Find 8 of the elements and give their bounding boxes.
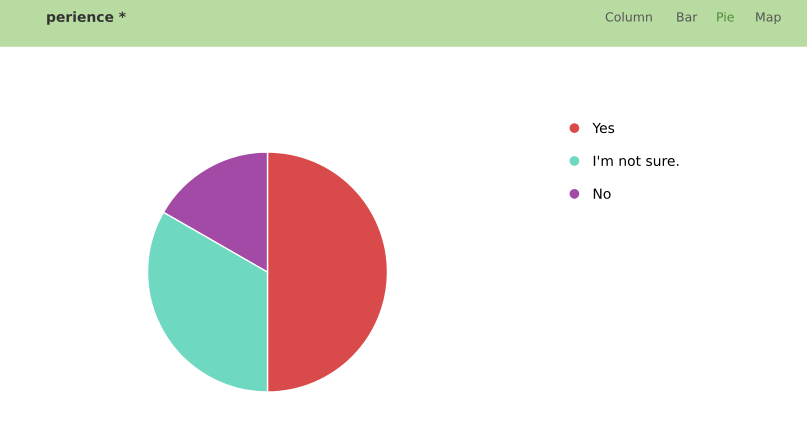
- text: Map: [756, 12, 781, 24]
- text: Pie: [717, 12, 734, 22]
- legend-label: No: [594, 188, 611, 199]
- text: Column: [606, 12, 652, 22]
- legend-label: I'm not sure.: [594, 156, 678, 166]
- text: Bar: [677, 12, 698, 22]
- chart-title: perience *: [47, 11, 126, 25]
- legend-label: Yes: [592, 122, 614, 134]
